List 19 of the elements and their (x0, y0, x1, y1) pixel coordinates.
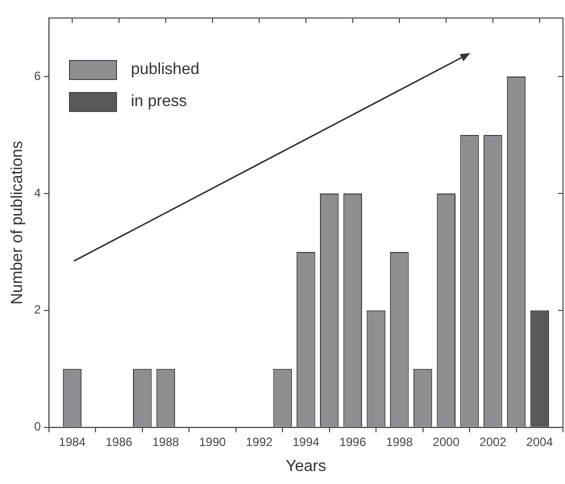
x-tick-label: 1994 (292, 434, 320, 449)
x-tick-label: 1984 (58, 434, 86, 449)
x-tick-label: 1986 (106, 434, 133, 449)
legend-label: in press (130, 93, 187, 111)
y-tick-label: 4 (34, 186, 42, 200)
y-axis-title: Number of publications (9, 140, 26, 305)
x-tick-label: 1998 (386, 434, 414, 449)
x-tick-label: 2002 (480, 434, 507, 449)
x-axis-title: Years (286, 458, 326, 475)
y-tick-label: 2 (34, 302, 42, 317)
legend-label: published (130, 61, 200, 79)
x-tick-label: 1992 (246, 434, 273, 449)
y-tick-label: 0 (34, 420, 42, 434)
x-tick-label: 2000 (432, 434, 460, 449)
x-tick-label: 1996 (339, 434, 366, 449)
x-tick-label: 1988 (152, 434, 180, 449)
x-tick-label: 1990 (199, 434, 226, 449)
y-tick-label: 6 (34, 68, 42, 83)
x-tick-label: 2004 (526, 434, 554, 449)
